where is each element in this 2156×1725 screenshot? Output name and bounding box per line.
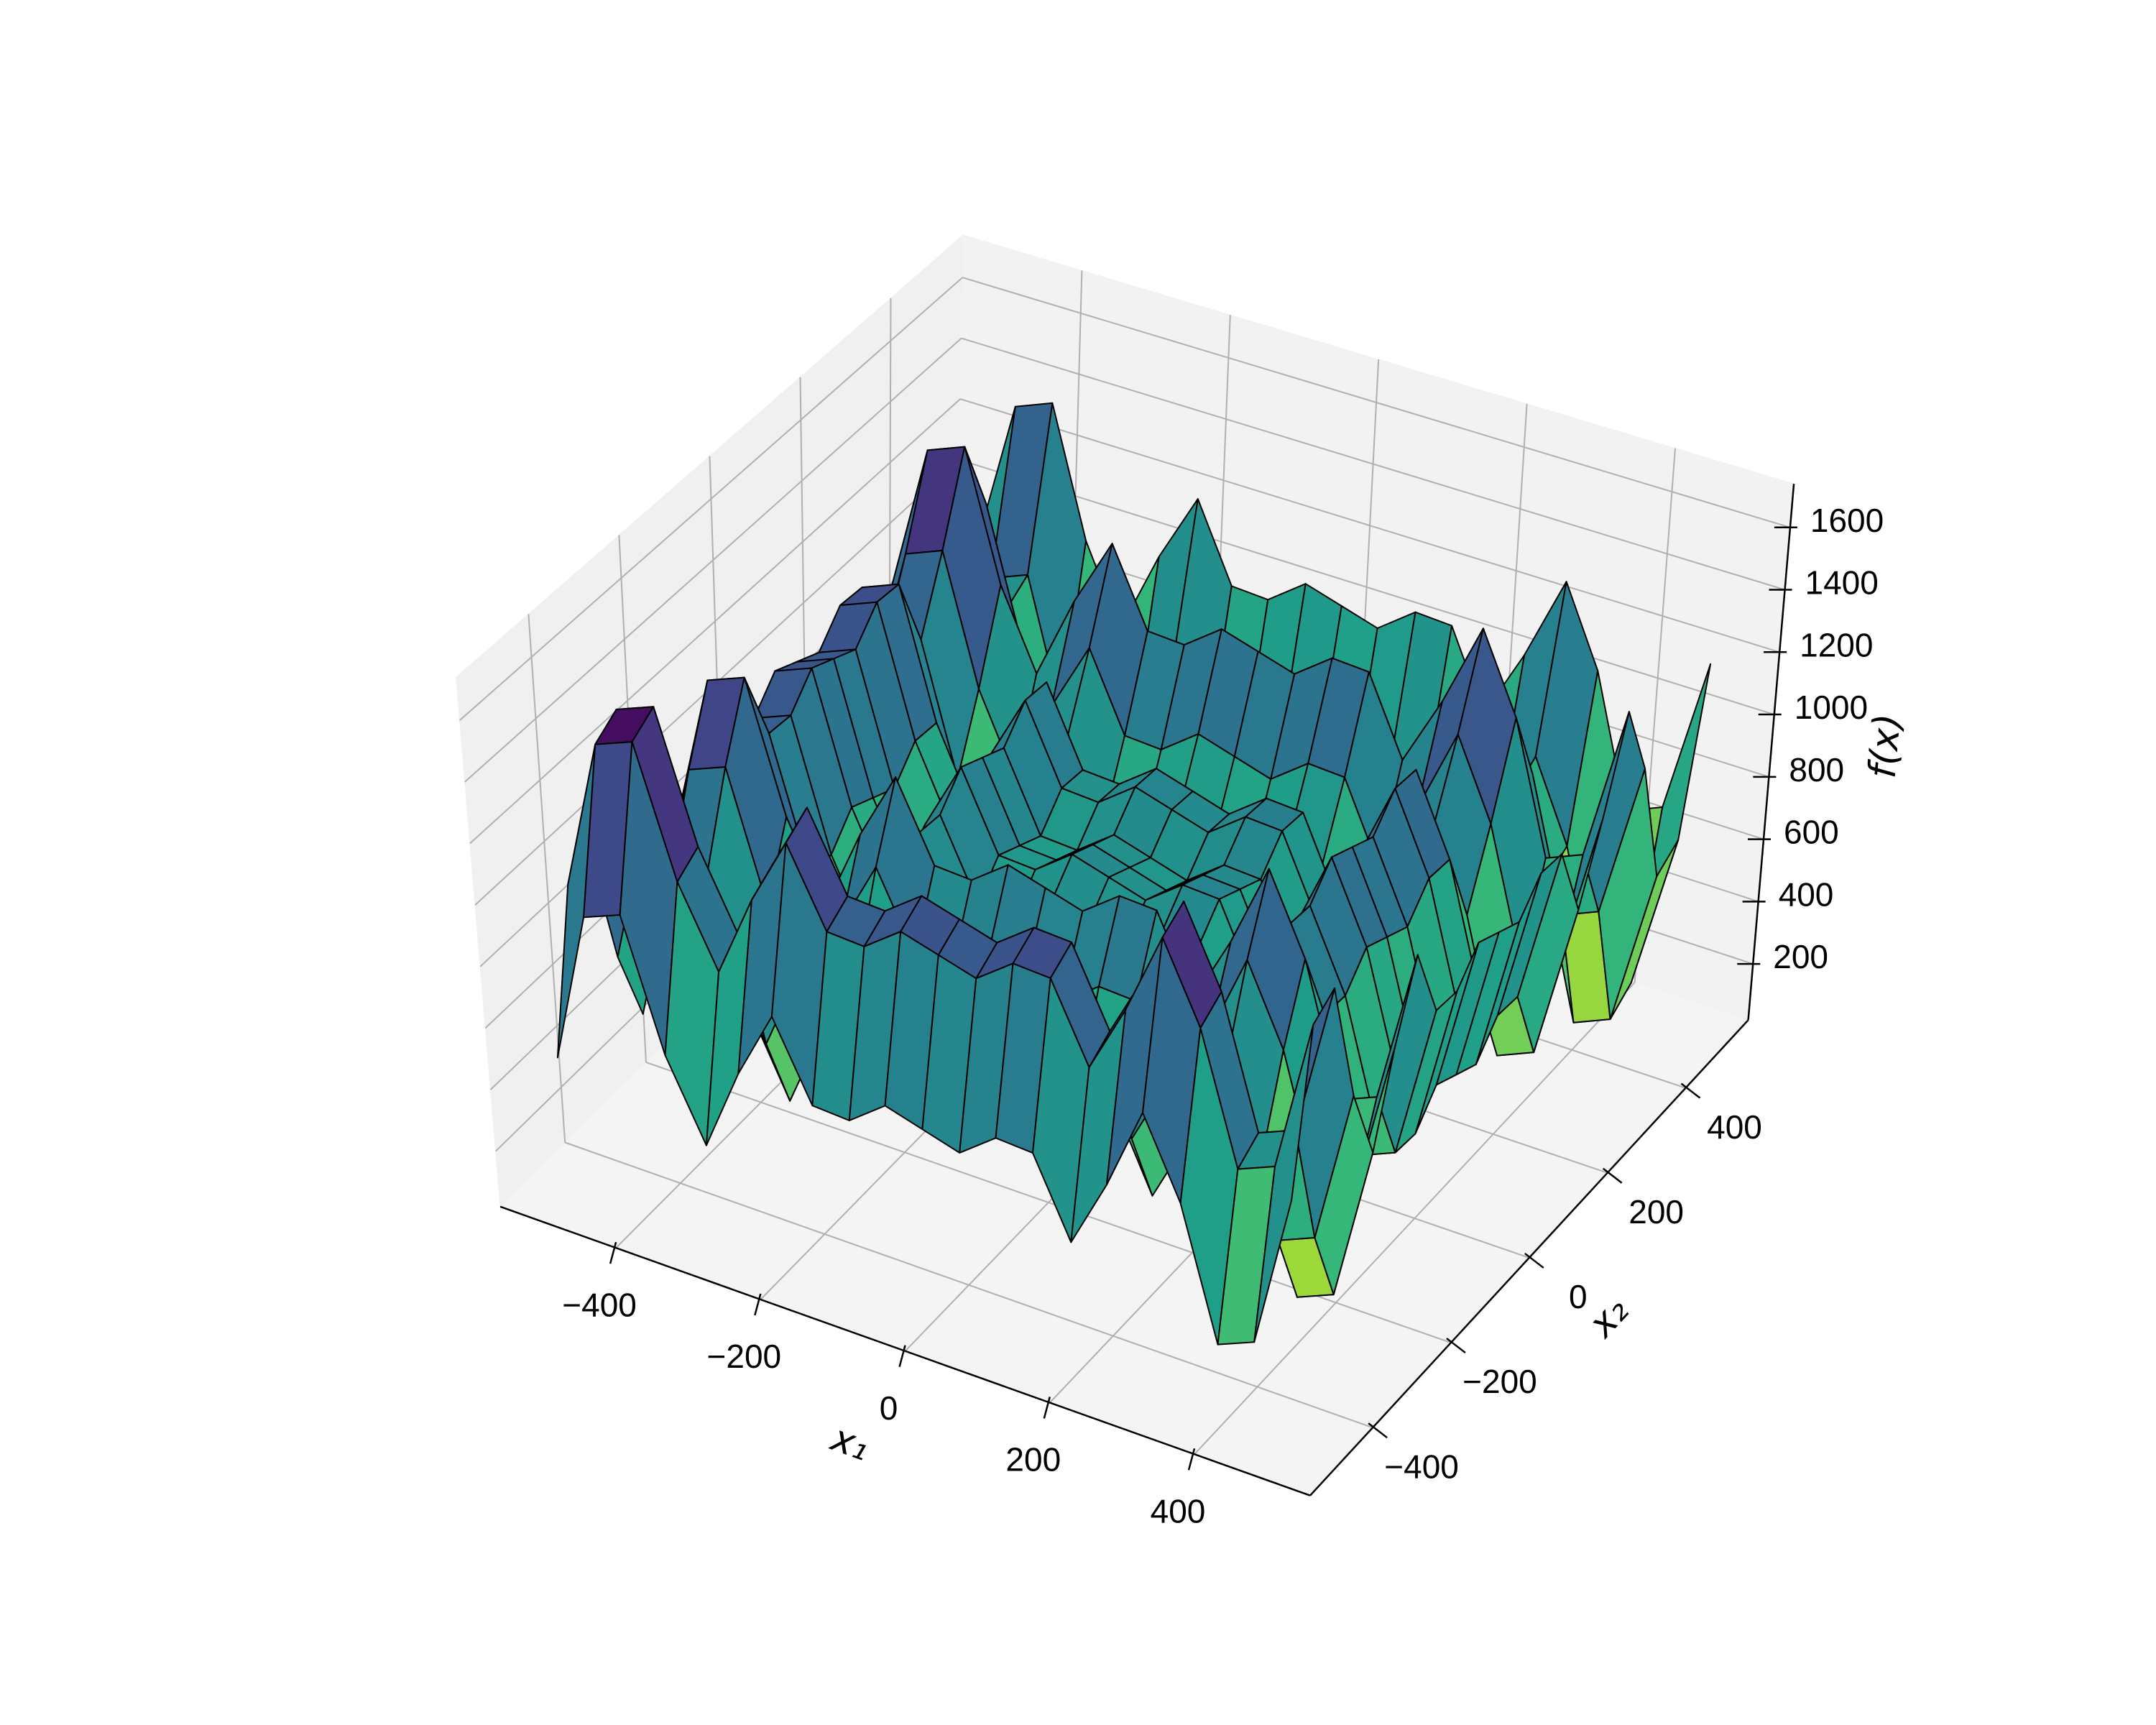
grid-line	[959, 398, 1780, 653]
y-tick-label: 200	[1628, 1193, 1684, 1230]
labels: −400 −200 0 200 400 −400 −200 0 200 400 200 400 600 8…	[562, 502, 1909, 1530]
x-tick	[1187, 1448, 1196, 1471]
x-tick-label: 400	[1151, 1492, 1206, 1530]
y-tick-label: 0	[1569, 1278, 1588, 1315]
z-axis-line	[1747, 483, 1795, 1021]
z-tick-label: 800	[1789, 751, 1844, 788]
z-tick-label: 600	[1784, 814, 1839, 851]
x-axis-line	[499, 1205, 1311, 1496]
x-tick	[609, 1241, 617, 1264]
x-tick-label: 200	[1005, 1441, 1061, 1478]
grid-line	[564, 1141, 1373, 1429]
y-tick-label: −200	[1462, 1363, 1537, 1400]
z-tick-label: 1200	[1800, 626, 1873, 663]
grid-line	[464, 337, 962, 783]
y-tick	[1680, 1082, 1701, 1099]
grid-line	[959, 459, 1775, 716]
y-tick-label: 400	[1707, 1108, 1762, 1146]
x-tick-label: −400	[562, 1286, 637, 1323]
z-tick-label: 1400	[1805, 564, 1879, 602]
axes	[499, 483, 1797, 1496]
x-tick-label: −200	[707, 1338, 782, 1375]
grid-line	[961, 337, 1785, 591]
z-tick-label: 200	[1773, 938, 1828, 975]
y-tick	[1446, 1338, 1466, 1354]
grid-line	[469, 398, 961, 845]
surface-face	[1253, 1024, 1314, 1343]
z-tick-label: 1600	[1810, 502, 1884, 539]
y-tick	[1524, 1252, 1544, 1269]
grid-line	[459, 277, 963, 721]
x-tick	[1043, 1397, 1051, 1419]
grid-line	[962, 277, 1791, 528]
z-axis-label: f(x)	[1861, 712, 1910, 781]
x-tick	[898, 1345, 906, 1368]
y-tick-label: −400	[1384, 1448, 1459, 1485]
z-tick-label: 1000	[1795, 689, 1868, 726]
surface	[556, 402, 1712, 1346]
y-tick	[1602, 1167, 1623, 1184]
x-tick-label: 0	[880, 1389, 898, 1427]
z-tick-label: 400	[1779, 875, 1834, 913]
y-tick	[1368, 1422, 1388, 1439]
x-tick	[754, 1293, 762, 1316]
